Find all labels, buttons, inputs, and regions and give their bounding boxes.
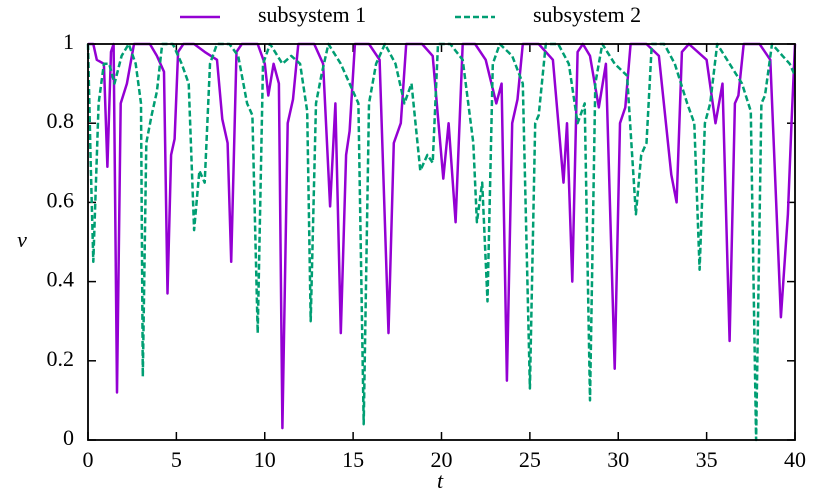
y-tick-label: 0.2: [47, 346, 75, 371]
x-tick-label: 20: [431, 447, 453, 472]
y-axis-label: ν: [17, 227, 27, 252]
plot-frame: [87, 43, 796, 441]
legend-label: subsystem 2: [533, 2, 641, 27]
x-tick-label: 30: [607, 447, 629, 472]
x-tick-label: 35: [696, 447, 718, 472]
y-tick-label: 0.4: [47, 267, 75, 292]
y-tick-label: 1: [63, 29, 74, 54]
x-tick-label: 10: [254, 447, 276, 472]
y-tick-label: 0: [63, 425, 74, 450]
x-tick-label: 25: [519, 447, 541, 472]
x-tick-label: 15: [342, 447, 364, 472]
x-axis-label: t: [437, 468, 444, 493]
y-tick-label: 0.6: [47, 187, 75, 212]
x-tick-label: 40: [784, 447, 806, 472]
x-tick-label: 0: [83, 447, 94, 472]
x-tick-label: 5: [171, 447, 182, 472]
y-tick-label: 0.8: [47, 108, 75, 133]
legend-label: subsystem 1: [258, 2, 366, 27]
series-line: [88, 42, 797, 430]
series-line: [86, 42, 797, 442]
